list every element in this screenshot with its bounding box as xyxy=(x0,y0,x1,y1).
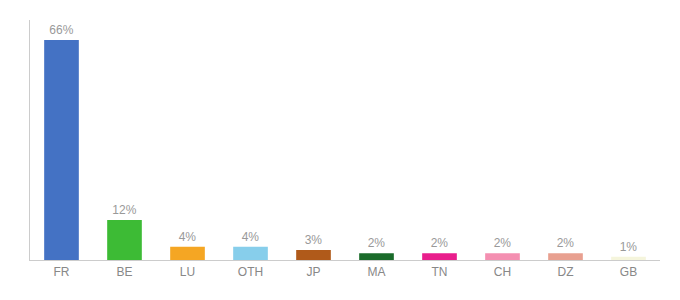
svg-text:66%: 66% xyxy=(49,23,73,37)
svg-text:2%: 2% xyxy=(368,236,386,250)
svg-text:JP: JP xyxy=(306,265,320,279)
svg-text:LU: LU xyxy=(180,265,195,279)
svg-text:3%: 3% xyxy=(305,233,323,247)
svg-text:2%: 2% xyxy=(431,236,449,250)
svg-text:CH: CH xyxy=(494,265,511,279)
svg-text:TN: TN xyxy=(432,265,448,279)
svg-text:12%: 12% xyxy=(112,203,136,217)
svg-text:BE: BE xyxy=(116,265,132,279)
svg-text:OTH: OTH xyxy=(238,265,263,279)
svg-text:4%: 4% xyxy=(242,230,260,244)
svg-text:2%: 2% xyxy=(557,236,575,250)
svg-text:GB: GB xyxy=(620,265,637,279)
svg-text:1%: 1% xyxy=(620,240,638,254)
svg-text:4%: 4% xyxy=(179,230,197,244)
svg-text:MA: MA xyxy=(368,265,386,279)
svg-text:DZ: DZ xyxy=(558,265,574,279)
svg-text:FR: FR xyxy=(54,265,70,279)
svg-text:2%: 2% xyxy=(494,236,512,250)
